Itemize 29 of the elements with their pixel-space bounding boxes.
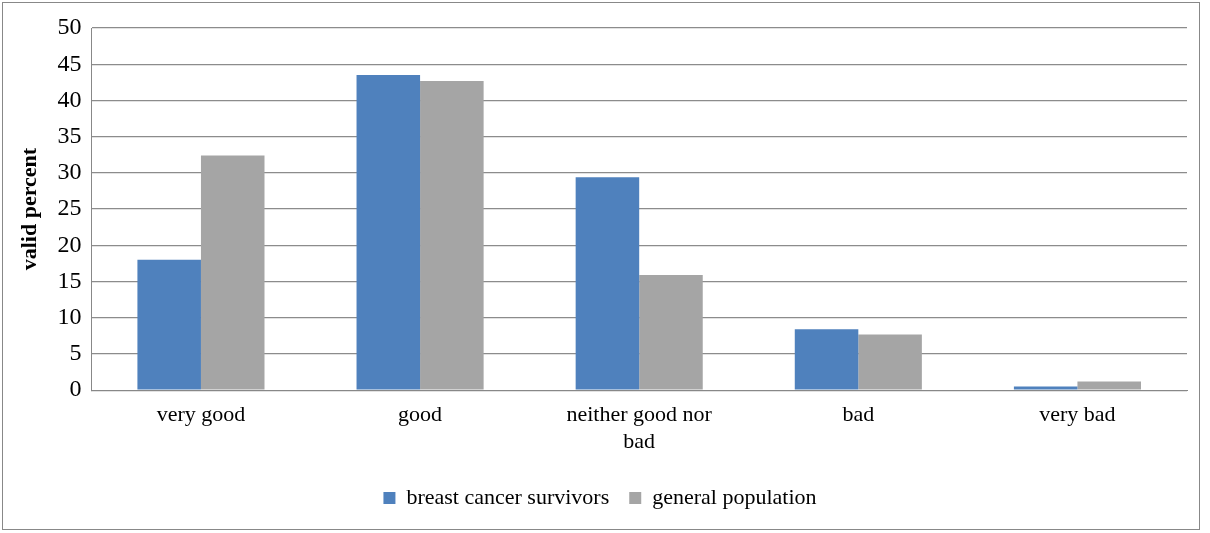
bar [639, 275, 703, 390]
y-tick-label: 50 [57, 13, 82, 40]
y-tick-label: 25 [57, 194, 82, 221]
bar [1077, 381, 1141, 390]
y-tick-label: 30 [57, 158, 82, 185]
x-tick-label: neither good nor bad [566, 401, 713, 453]
legend-label: breast cancer survivors [406, 483, 610, 509]
bar [794, 329, 859, 390]
y-tick-label: 35 [57, 121, 82, 148]
y-tick-label: 20 [57, 230, 82, 257]
bar [858, 334, 922, 390]
y-tick-label: 40 [57, 85, 82, 112]
y-tick-label: 5 [69, 339, 82, 366]
y-tick-label: 10 [57, 303, 82, 330]
bar [575, 177, 640, 390]
y-tick-label: 45 [57, 49, 82, 76]
bar [356, 75, 421, 390]
bar [420, 80, 484, 390]
bar [137, 259, 201, 390]
x-tick-label: good [398, 401, 443, 427]
x-tick-label: very good [156, 401, 246, 427]
y-tick-label: 0 [69, 375, 82, 402]
legend-label: general population [652, 483, 817, 509]
x-tick-label: very bad [1039, 401, 1116, 427]
y-tick-label: 15 [57, 266, 82, 293]
bar [200, 155, 265, 390]
x-tick-label: bad [842, 401, 875, 427]
y-axis-title: valid percent [15, 147, 41, 271]
bar [1013, 386, 1078, 390]
